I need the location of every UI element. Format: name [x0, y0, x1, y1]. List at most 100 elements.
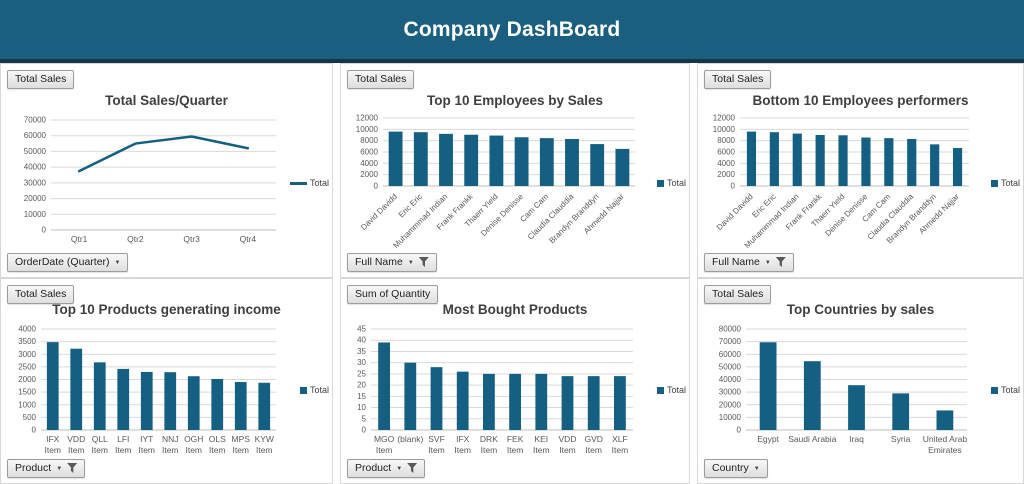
value-field-button[interactable]: Total Sales	[7, 285, 75, 304]
svg-text:4000: 4000	[360, 159, 378, 168]
chart-legend: Total	[990, 178, 1020, 188]
svg-text:OLS: OLS	[209, 434, 226, 444]
svg-text:KEI: KEI	[534, 434, 548, 444]
svg-text:Item: Item	[585, 445, 602, 455]
axis-field-label: Product	[15, 462, 52, 474]
svg-text:Item: Item	[507, 445, 524, 455]
chart-legend: Total	[656, 385, 686, 395]
svg-text:45: 45	[357, 325, 366, 334]
dropdown-arrow-icon: ▼	[396, 466, 403, 472]
svg-text:30000: 30000	[719, 388, 742, 397]
legend-label: Total	[309, 385, 329, 395]
dashboard-header: Company DashBoard	[0, 0, 1024, 63]
svg-text:Claudia Clauddia: Claudia Clauddia	[526, 192, 576, 242]
chart-plot-area: 05001000150020002500300035004000IFXItemV…	[18, 325, 276, 455]
svg-text:0: 0	[42, 226, 47, 235]
svg-text:DRK: DRK	[480, 434, 498, 444]
svg-text:IFX: IFX	[456, 434, 470, 444]
legend-label: Total	[1000, 385, 1020, 395]
legend-marker-icon	[299, 386, 307, 394]
legend-label: Total	[1000, 178, 1020, 188]
svg-text:David Davidd: David Davidd	[359, 192, 399, 232]
svg-text:10000: 10000	[356, 125, 379, 134]
chart-plot-area: 0 10000 20000 30000 40000 50000 60000 70000 8000…	[719, 325, 968, 456]
axis-field-button[interactable]: Full Name ▼	[704, 253, 794, 272]
svg-text:Item: Item	[232, 445, 249, 455]
chart-plot-area: 0 10000 20000 30000 40000 50000 60000 70000 Qtr1…	[24, 116, 276, 244]
svg-text:SVF: SVF	[428, 434, 445, 444]
chart-title: Bottom 10 Employees performers	[752, 93, 969, 108]
svg-text:GVD: GVD	[584, 434, 602, 444]
legend-marker-icon	[990, 179, 998, 187]
svg-text:0: 0	[731, 182, 736, 191]
chart-panel-top-10-products: Total Sales Top 10 Products generating i…	[0, 278, 333, 484]
svg-text:2000: 2000	[18, 375, 36, 384]
chart-legend: Total	[990, 385, 1020, 395]
axis-field-button[interactable]: Product ▼	[7, 459, 86, 478]
svg-text:2500: 2500	[18, 362, 36, 371]
svg-text:70000: 70000	[24, 116, 47, 125]
axis-field-label: Full Name	[355, 256, 403, 268]
svg-text:Qtr1: Qtr1	[71, 234, 88, 244]
dropdown-arrow-icon: ▼	[753, 466, 760, 472]
svg-text:VDD: VDD	[559, 434, 577, 444]
svg-text:0: 0	[362, 426, 367, 435]
svg-text:KYW: KYW	[255, 434, 274, 444]
svg-text:Item: Item	[44, 445, 61, 455]
svg-text:Item: Item	[533, 445, 550, 455]
chart-panel-bottom-10-employees: Total Sales Bottom 10 Employees performe…	[697, 63, 1024, 278]
svg-text:2000: 2000	[717, 170, 735, 179]
svg-text:3500: 3500	[18, 337, 36, 346]
svg-text:0: 0	[374, 182, 379, 191]
chart-legend: Total	[299, 385, 329, 395]
svg-text:Item: Item	[162, 445, 179, 455]
filter-funnel-icon	[418, 257, 429, 267]
value-field-button[interactable]: Total Sales	[704, 285, 772, 304]
svg-text:IYT: IYT	[140, 434, 153, 444]
svg-text:David Davidd: David Davidd	[715, 192, 755, 232]
value-field-button[interactable]: Total Sales	[347, 70, 415, 89]
legend-marker-icon	[656, 179, 664, 187]
value-field-button[interactable]: Sum of Quantity	[347, 285, 439, 304]
svg-text:60000: 60000	[24, 131, 47, 140]
filter-funnel-icon	[775, 257, 786, 267]
svg-text:3000: 3000	[18, 350, 36, 359]
chart-panel-top-countries: Total Sales Top Countries by sales 0 1000…	[697, 278, 1024, 484]
svg-text:QLL: QLL	[92, 434, 108, 444]
svg-text:IFX: IFX	[46, 434, 60, 444]
svg-text:(blank): (blank)	[397, 434, 423, 444]
value-field-button[interactable]: Total Sales	[704, 70, 772, 89]
svg-text:80000: 80000	[719, 325, 742, 334]
legend-label: Total	[309, 178, 329, 188]
svg-text:0: 0	[737, 426, 742, 435]
chart-panel-most-bought-products: Sum of Quantity Most Bought Products 0 5 1…	[340, 278, 690, 484]
svg-text:LFI: LFI	[117, 434, 129, 444]
svg-text:6000: 6000	[360, 148, 378, 157]
axis-field-label: Product	[355, 462, 392, 474]
svg-text:50000: 50000	[719, 362, 742, 371]
value-field-button[interactable]: Total Sales	[7, 70, 75, 89]
svg-text:Item: Item	[559, 445, 576, 455]
axis-field-button[interactable]: OrderDate (Quarter) ▼	[7, 253, 129, 272]
legend-label: Total	[666, 178, 686, 188]
dashboard-title: Company DashBoard	[403, 17, 621, 41]
svg-text:4000: 4000	[18, 325, 36, 334]
axis-field-button[interactable]: Full Name ▼	[347, 253, 437, 272]
svg-text:10000: 10000	[24, 210, 47, 219]
svg-text:40: 40	[357, 336, 366, 345]
svg-text:40000: 40000	[719, 375, 742, 384]
axis-field-button[interactable]: Product ▼	[347, 459, 426, 478]
chart-title: Top Countries by sales	[786, 302, 935, 317]
axis-field-label: Country	[712, 462, 749, 474]
chart-panel-top-10-employees: Total Sales Top 10 Employees by Sales 0 2…	[340, 63, 690, 278]
svg-text:1000: 1000	[18, 400, 36, 409]
filter-funnel-icon	[407, 463, 418, 473]
svg-text:20000: 20000	[24, 194, 47, 203]
svg-text:VDD: VDD	[67, 434, 85, 444]
axis-field-button[interactable]: Country ▼	[704, 459, 768, 478]
axis-field-label: OrderDate (Quarter)	[15, 256, 110, 268]
svg-text:Item: Item	[481, 445, 498, 455]
svg-text:50000: 50000	[24, 147, 47, 156]
